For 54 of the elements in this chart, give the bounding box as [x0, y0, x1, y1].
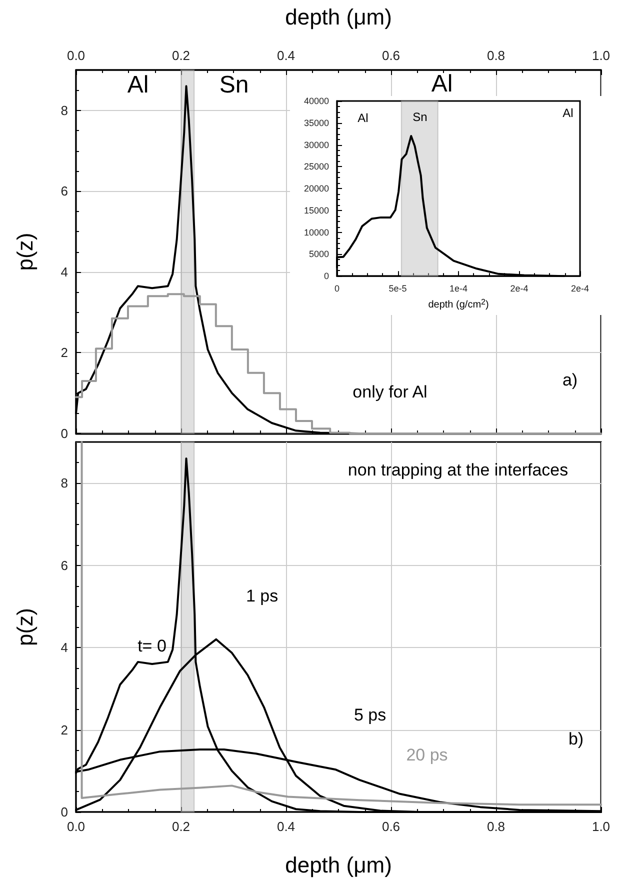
x2-tick-label: 0.0	[66, 48, 86, 63]
annotation: a)	[562, 370, 578, 390]
x2-tick-label: 1.0	[592, 48, 610, 63]
x2-tick-label: 0.8	[486, 48, 506, 63]
text: 20 ps	[406, 746, 448, 764]
annotation: b)	[568, 730, 584, 748]
text: 5 ps	[354, 706, 386, 724]
y-tick-label: 4	[60, 640, 68, 656]
x-tick-label: 5e-5	[388, 284, 407, 294]
x-tick-label: 2e-4	[570, 284, 590, 294]
y-tick-label: 6	[60, 184, 68, 199]
y-tick-label: 40000	[304, 96, 329, 106]
annotation: only for Al	[352, 382, 428, 402]
y-tick-label: 0	[324, 271, 329, 282]
y-tick-label: 10000	[304, 227, 329, 238]
x-tick-label: 0.2	[172, 819, 190, 834]
annotation: Sn	[412, 110, 428, 124]
y-tick-label: 30000	[304, 140, 329, 150]
y-tick-label: 4	[60, 264, 68, 280]
y-tick-label: 0	[60, 426, 68, 441]
x-tick-label: 0.4	[276, 819, 296, 834]
annotation: Al	[431, 70, 453, 98]
annotation: non trapping at the interfaces	[348, 460, 568, 480]
annotation: Al	[358, 111, 368, 125]
x-tick-label: 1e-4	[449, 284, 468, 294]
y-tick-label: 25000	[304, 162, 329, 172]
y-tick-label: 20000	[304, 184, 329, 194]
x-tick-label: 0.6	[382, 819, 400, 834]
y-tick-label: 15000	[304, 205, 329, 216]
y-axis-title: p(z)	[12, 608, 38, 646]
y-tick-label: 8	[60, 476, 68, 491]
x-tick-label: 2e-4	[510, 284, 528, 294]
y-axis-title: p(z)	[12, 232, 38, 271]
x-tick-label: 0	[334, 284, 340, 294]
y-tick-label: 5000	[308, 249, 329, 260]
y-tick-label: 2	[60, 722, 68, 738]
y-tick-label: 2	[60, 345, 68, 360]
x2-tick-label: 0.4	[276, 48, 296, 63]
y-tick-label: 8	[60, 102, 68, 118]
x-axis-title: depth (μm)	[285, 852, 392, 878]
x2-tick-label: 0.2	[172, 48, 190, 63]
x2-axis-title: depth (μm)	[285, 4, 392, 30]
x-tick-label: 0.0	[66, 819, 86, 834]
y-tick-label: 6	[60, 558, 68, 573]
y-tick-label: 35000	[304, 118, 329, 128]
annotation: Al	[562, 106, 574, 120]
x-tick-label: 1.0	[592, 819, 610, 834]
series-label: t= 0	[138, 636, 166, 656]
annotation: Sn	[219, 72, 249, 98]
y-tick-label: 0	[60, 804, 68, 820]
annotation: Al	[127, 72, 149, 98]
text: 1 ps	[246, 586, 278, 606]
x2-tick-label: 0.6	[382, 48, 400, 63]
x-tick-label: 0.8	[486, 819, 506, 834]
